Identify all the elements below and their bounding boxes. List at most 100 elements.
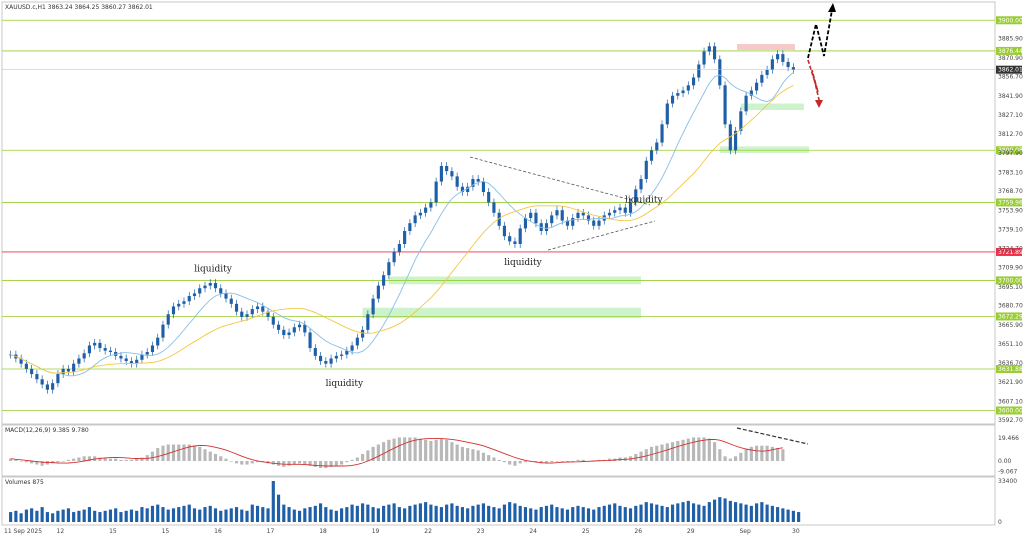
macd-histogram-bar bbox=[30, 461, 34, 464]
macd-histogram-bar bbox=[303, 461, 307, 465]
volume-bar bbox=[502, 504, 507, 522]
candle-body bbox=[192, 293, 197, 297]
candle-body bbox=[655, 142, 659, 151]
macd-histogram-bar bbox=[649, 446, 654, 462]
price-tick-label: 3709.90 bbox=[998, 265, 1023, 272]
volume-bar bbox=[523, 507, 528, 522]
macd-histogram-bar bbox=[439, 438, 443, 462]
volume-bar bbox=[492, 507, 496, 522]
macd-histogram-bar bbox=[156, 448, 160, 462]
volume-bar bbox=[776, 507, 780, 522]
volume-bar bbox=[534, 509, 538, 522]
macd-histogram-bar bbox=[487, 455, 491, 462]
macd-histogram-bar bbox=[644, 449, 648, 462]
macd-histogram-bar bbox=[245, 461, 249, 465]
macd-histogram-bar bbox=[681, 439, 685, 462]
volume-bar bbox=[103, 510, 107, 522]
time-tick-label: 23 bbox=[477, 528, 485, 535]
level-price-tag-2 bbox=[996, 146, 1022, 155]
volume-bar bbox=[460, 507, 464, 522]
macd-histogram-bar bbox=[24, 461, 28, 463]
level-price-label-0: 3900.00 bbox=[998, 17, 1023, 24]
volume-bar bbox=[350, 504, 354, 522]
volume-bar bbox=[744, 504, 748, 522]
candle-body bbox=[150, 345, 155, 352]
macd-histogram-bar bbox=[229, 461, 233, 462]
volume-bar bbox=[565, 509, 570, 522]
volume-bar bbox=[544, 505, 549, 522]
volume-bar bbox=[445, 504, 449, 522]
time-tick-label: 24 bbox=[529, 528, 537, 535]
macd-histogram-bar bbox=[219, 456, 223, 462]
volume-bar bbox=[161, 507, 165, 522]
price-tick-label: 3768.70 bbox=[998, 188, 1023, 195]
volume-bar bbox=[124, 510, 128, 522]
macd-histogram-bar bbox=[471, 449, 475, 462]
resistance-zone bbox=[737, 44, 795, 50]
volume-bar bbox=[93, 510, 97, 522]
candle-body bbox=[755, 82, 759, 91]
volume-bar bbox=[403, 508, 407, 522]
level-price-label-1: 3876.44 bbox=[998, 48, 1023, 55]
candle-body bbox=[350, 345, 354, 351]
macd-histogram-bar bbox=[87, 456, 92, 462]
candle-body bbox=[670, 95, 675, 104]
time-tick-label: 12 bbox=[57, 528, 65, 535]
volume-bar bbox=[623, 507, 627, 522]
macd-histogram-bar bbox=[691, 437, 696, 462]
candle-body bbox=[492, 202, 496, 213]
volume-bar bbox=[597, 507, 601, 522]
candle-body bbox=[565, 220, 570, 226]
liquidity-zone-1 bbox=[362, 307, 642, 319]
volume-bar bbox=[14, 510, 18, 522]
macd-histogram-bar bbox=[466, 448, 470, 462]
candle-body bbox=[623, 207, 627, 213]
macd-histogram-bar bbox=[445, 439, 449, 462]
macd-histogram-bar bbox=[571, 461, 575, 462]
macd-histogram-bar bbox=[739, 452, 743, 462]
candle-body bbox=[366, 314, 370, 330]
candle-body bbox=[19, 358, 23, 364]
price-tick-label: 3812.70 bbox=[998, 131, 1023, 138]
price-tick-label: 3592.70 bbox=[998, 417, 1023, 424]
volume-bar bbox=[760, 502, 764, 522]
candle-body bbox=[334, 355, 338, 359]
volume-bar bbox=[19, 513, 23, 522]
volume-bar bbox=[429, 504, 433, 522]
volume-bar bbox=[424, 502, 428, 522]
volume-bar bbox=[513, 503, 517, 522]
candle-body bbox=[324, 361, 328, 364]
volume-bar bbox=[208, 505, 212, 522]
macd-histogram-bar bbox=[250, 461, 254, 464]
volume-bar bbox=[508, 502, 512, 522]
candle-body bbox=[387, 262, 391, 276]
liquidity-annotation-0: liquidity bbox=[194, 264, 232, 274]
volume-layer: 33400 0 bbox=[9, 478, 1017, 526]
candle-body bbox=[455, 176, 459, 187]
levels-layer: 3900.00 3876.44 3800.08 3759.96 3721.89 3700.… bbox=[2, 16, 1023, 415]
volume-bar bbox=[644, 502, 648, 522]
macd-histogram-bar bbox=[523, 461, 528, 463]
macd-histogram-bar bbox=[560, 461, 564, 462]
macd-histogram-bar bbox=[324, 461, 328, 469]
volume-bar bbox=[82, 509, 86, 522]
candle-body bbox=[760, 74, 764, 83]
candle-body bbox=[607, 212, 612, 216]
candle-body bbox=[166, 314, 170, 325]
macd-histogram-bar bbox=[765, 445, 769, 462]
volume-bar bbox=[786, 509, 790, 522]
candle-body bbox=[550, 215, 554, 224]
macd-histogram-bar bbox=[676, 440, 680, 462]
volume-bar bbox=[135, 510, 139, 522]
candle-body bbox=[445, 165, 449, 172]
candle-body bbox=[297, 324, 302, 328]
volume-bar bbox=[276, 494, 281, 522]
candle-body bbox=[219, 288, 223, 294]
candle-body bbox=[255, 306, 260, 310]
candle-body bbox=[355, 337, 359, 346]
candle-body bbox=[77, 358, 81, 364]
volume-bar bbox=[497, 508, 501, 522]
macd-histogram-bar bbox=[760, 445, 764, 462]
